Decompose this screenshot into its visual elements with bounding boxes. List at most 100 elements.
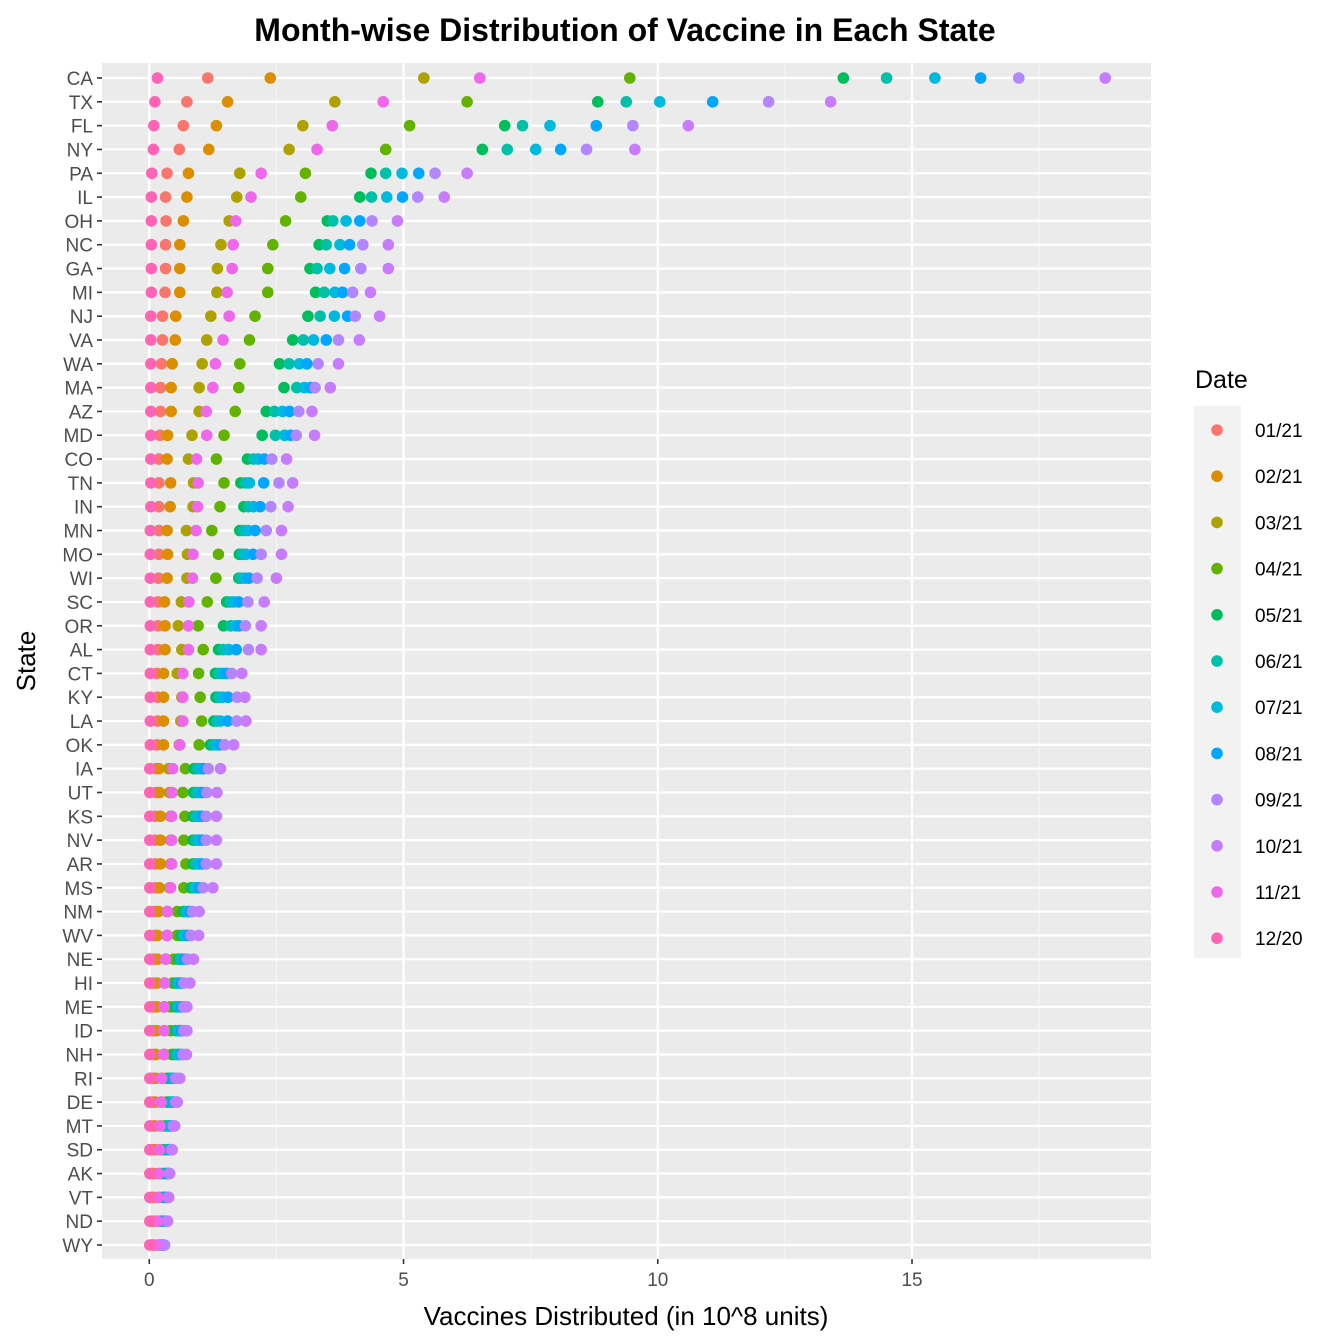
data-point <box>283 357 295 370</box>
y-tick-label: MA <box>65 379 94 400</box>
data-point <box>193 905 205 918</box>
data-point <box>292 405 305 418</box>
data-point <box>145 453 157 465</box>
legend-key <box>1211 470 1223 483</box>
data-point <box>177 715 189 727</box>
data-point <box>197 881 209 894</box>
data-point <box>682 119 695 132</box>
data-point <box>192 619 204 632</box>
data-point <box>1099 72 1112 84</box>
legend-key <box>1211 609 1223 621</box>
data-point <box>145 262 158 275</box>
data-point <box>229 405 242 418</box>
data-point <box>326 119 339 132</box>
data-point <box>474 72 486 84</box>
data-point <box>144 619 157 632</box>
y-tick-label: ID <box>74 1022 93 1043</box>
data-point <box>209 357 222 370</box>
y-tick-label: NC <box>66 236 93 257</box>
data-point <box>217 334 229 346</box>
y-tick-label: HI <box>74 974 93 995</box>
data-point <box>194 691 206 704</box>
data-point <box>332 334 345 346</box>
y-tick-label: SC <box>67 593 93 614</box>
data-point <box>145 429 157 442</box>
data-point <box>153 1143 166 1156</box>
legend-key <box>1211 886 1223 898</box>
data-point <box>824 96 837 108</box>
data-point <box>155 1072 168 1085</box>
data-point <box>328 310 341 322</box>
data-point <box>261 286 274 299</box>
data-point <box>343 238 356 251</box>
data-point <box>182 619 195 632</box>
data-point <box>144 596 157 608</box>
data-point <box>257 477 270 489</box>
data-point <box>218 739 231 751</box>
data-point <box>929 72 941 84</box>
data-point <box>161 453 173 465</box>
data-point <box>476 143 489 156</box>
x-tick-label: 10 <box>647 1270 668 1291</box>
data-point <box>355 262 367 275</box>
y-tick-label: CT <box>68 664 94 685</box>
data-point <box>153 524 165 537</box>
data-point <box>221 96 234 108</box>
data-point <box>143 786 156 799</box>
data-point <box>354 215 366 227</box>
data-point <box>230 191 243 203</box>
y-tick-label: NH <box>66 1045 93 1066</box>
data-point <box>155 1096 167 1108</box>
data-point <box>249 310 261 322</box>
data-point <box>210 453 223 465</box>
data-point <box>192 477 204 489</box>
data-point <box>207 881 219 894</box>
data-point <box>301 357 313 370</box>
data-point <box>165 1143 178 1156</box>
data-point <box>193 381 205 394</box>
data-point <box>412 167 425 180</box>
data-point <box>166 762 179 775</box>
y-tick-label: NY <box>67 140 94 161</box>
data-point <box>196 357 208 370</box>
data-point <box>267 238 279 251</box>
data-point <box>338 262 351 275</box>
data-point <box>172 619 185 632</box>
data-point <box>403 119 416 132</box>
data-point <box>165 858 178 870</box>
data-point <box>365 191 378 203</box>
y-tick-label: VA <box>69 331 93 352</box>
legend-label: 08/21 <box>1255 744 1303 765</box>
data-point <box>366 215 378 227</box>
data-point <box>143 929 156 942</box>
data-point <box>210 572 222 584</box>
data-point <box>157 739 170 751</box>
data-point <box>324 262 336 275</box>
data-point <box>160 215 172 227</box>
y-tick-label: FL <box>71 117 93 138</box>
data-point <box>202 762 215 775</box>
y-tick-label: ME <box>65 998 94 1019</box>
y-tick-label: WI <box>70 569 93 590</box>
data-point <box>145 286 158 299</box>
data-point <box>177 667 189 680</box>
y-tick-label: ND <box>66 1212 93 1233</box>
data-point <box>591 96 604 108</box>
data-point <box>275 548 288 561</box>
legend: Date 01/21 02/21 03/21 04/21 05/21 06/21 07/21… <box>1194 366 1303 958</box>
data-point <box>273 477 285 489</box>
legend-key <box>1211 793 1223 806</box>
data-point <box>227 739 240 751</box>
data-point <box>157 715 170 727</box>
data-point <box>154 858 167 870</box>
data-point <box>354 191 366 203</box>
data-point <box>255 167 267 180</box>
data-point <box>144 524 157 537</box>
data-point <box>173 1072 186 1085</box>
data-point <box>178 834 190 846</box>
data-point <box>165 834 178 846</box>
data-point <box>225 667 238 680</box>
data-point <box>974 72 987 84</box>
data-point <box>243 572 255 584</box>
data-point <box>221 286 233 299</box>
